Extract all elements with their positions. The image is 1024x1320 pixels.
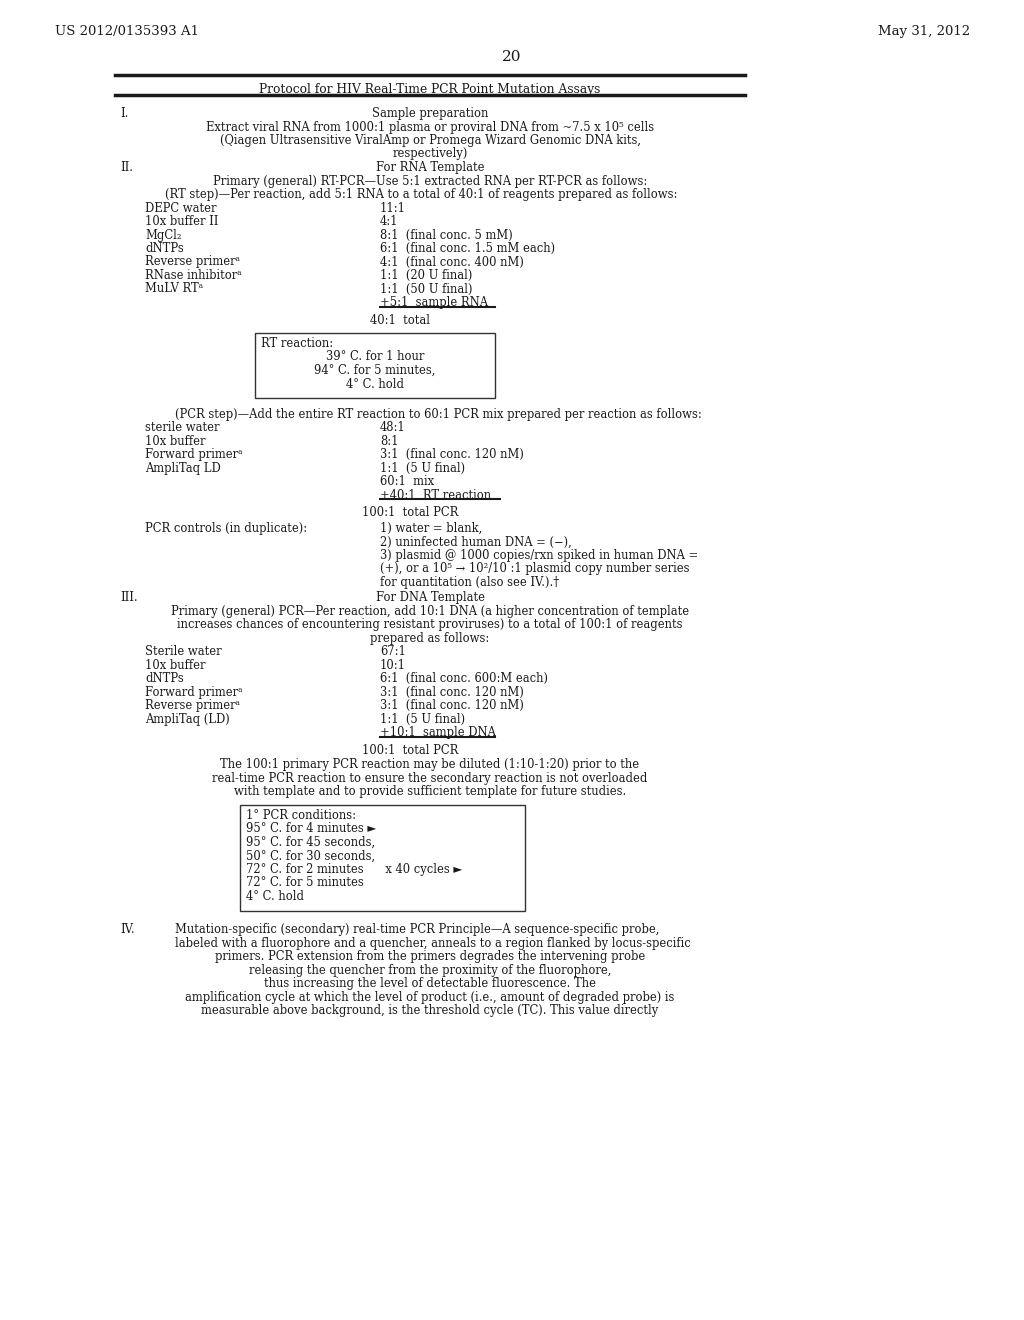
- Text: Sample preparation: Sample preparation: [372, 107, 488, 120]
- Text: 67:1: 67:1: [380, 645, 406, 659]
- Text: 10x buffer II: 10x buffer II: [145, 215, 218, 228]
- Text: amplification cycle at which the level of product (i.e., amount of degraded prob: amplification cycle at which the level o…: [185, 991, 675, 1005]
- Text: DEPC water: DEPC water: [145, 202, 216, 214]
- Text: (+), or a 10⁵ → 10²/10 :1 plasmid copy number series: (+), or a 10⁵ → 10²/10 :1 plasmid copy n…: [380, 562, 689, 576]
- Text: 95° C. for 45 seconds,: 95° C. for 45 seconds,: [246, 836, 375, 849]
- Text: primers. PCR extension from the primers degrades the intervening probe: primers. PCR extension from the primers …: [215, 950, 645, 964]
- Text: 50° C. for 30 seconds,: 50° C. for 30 seconds,: [246, 849, 375, 862]
- Text: 40:1  total: 40:1 total: [370, 314, 430, 326]
- Text: +40:1  RT reaction: +40:1 RT reaction: [380, 488, 492, 502]
- Text: 4:1  (final conc. 400 nM): 4:1 (final conc. 400 nM): [380, 256, 524, 268]
- Text: 1:1  (5 U final): 1:1 (5 U final): [380, 462, 465, 475]
- Text: 48:1: 48:1: [380, 421, 406, 434]
- Text: 3:1  (final conc. 120 nM): 3:1 (final conc. 120 nM): [380, 700, 524, 713]
- Text: II.: II.: [120, 161, 133, 174]
- Text: III.: III.: [120, 591, 137, 605]
- Text: For DNA Template: For DNA Template: [376, 591, 484, 605]
- Text: (PCR step)—Add the entire RT reaction to 60:1 PCR mix prepared per reaction as f: (PCR step)—Add the entire RT reaction to…: [175, 408, 701, 421]
- Text: Primary (general) RT-PCR—Use 5:1 extracted RNA per RT-PCR as follows:: Primary (general) RT-PCR—Use 5:1 extract…: [213, 174, 647, 187]
- Text: For RNA Template: For RNA Template: [376, 161, 484, 174]
- Text: increases chances of encountering resistant proviruses) to a total of 100:1 of r: increases chances of encountering resist…: [177, 618, 683, 631]
- Text: 4° C. hold: 4° C. hold: [346, 378, 404, 391]
- Text: measurable above background, is the threshold cycle (TC). This value directly: measurable above background, is the thre…: [202, 1005, 658, 1018]
- Text: Primary (general) PCR—Per reaction, add 10:1 DNA (a higher concentration of temp: Primary (general) PCR—Per reaction, add …: [171, 605, 689, 618]
- Text: 4° C. hold: 4° C. hold: [246, 890, 304, 903]
- Text: with template and to provide sufficient template for future studies.: with template and to provide sufficient …: [233, 785, 626, 799]
- Text: 72° C. for 2 minutes      x 40 cycles ►: 72° C. for 2 minutes x 40 cycles ►: [246, 863, 462, 875]
- Text: 6:1  (final conc. 1.5 mM each): 6:1 (final conc. 1.5 mM each): [380, 242, 555, 255]
- Text: 10x buffer: 10x buffer: [145, 659, 206, 672]
- Text: AmpliTaq LD: AmpliTaq LD: [145, 462, 221, 475]
- Bar: [255, 333, 495, 397]
- Text: 3:1  (final conc. 120 nM): 3:1 (final conc. 120 nM): [380, 686, 524, 698]
- Text: +5:1  sample RNA: +5:1 sample RNA: [380, 296, 488, 309]
- Text: Mutation-specific (secondary) real-time PCR Principle—A sequence-specific probe,: Mutation-specific (secondary) real-time …: [175, 924, 659, 936]
- Text: +10:1  sample DNA: +10:1 sample DNA: [380, 726, 496, 739]
- Text: 20: 20: [502, 50, 522, 63]
- Text: 1:1  (50 U final): 1:1 (50 U final): [380, 282, 472, 296]
- Text: MgCl₂: MgCl₂: [145, 228, 181, 242]
- Text: 1) water = blank,: 1) water = blank,: [380, 521, 482, 535]
- Text: 1° PCR conditions:: 1° PCR conditions:: [246, 809, 356, 822]
- Text: 72° C. for 5 minutes: 72° C. for 5 minutes: [246, 876, 364, 890]
- Text: 10:1: 10:1: [380, 659, 406, 672]
- Text: 8:1: 8:1: [380, 434, 398, 447]
- Text: (RT step)—Per reaction, add 5:1 RNA to a total of 40:1 of reagents prepared as f: (RT step)—Per reaction, add 5:1 RNA to a…: [165, 187, 677, 201]
- Text: real-time PCR reaction to ensure the secondary reaction is not overloaded: real-time PCR reaction to ensure the sec…: [212, 772, 648, 785]
- Text: releasing the quencher from the proximity of the fluorophore,: releasing the quencher from the proximit…: [249, 964, 611, 977]
- Text: 1:1  (20 U final): 1:1 (20 U final): [380, 269, 472, 282]
- Text: labeled with a fluorophore and a quencher, anneals to a region flanked by locus-: labeled with a fluorophore and a quenche…: [175, 937, 691, 950]
- Text: thus increasing the level of detectable fluorescence. The: thus increasing the level of detectable …: [264, 977, 596, 990]
- Text: The 100:1 primary PCR reaction may be diluted (1:10-1:20) prior to the: The 100:1 primary PCR reaction may be di…: [220, 758, 640, 771]
- Text: dNTPs: dNTPs: [145, 242, 183, 255]
- Text: prepared as follows:: prepared as follows:: [371, 632, 489, 644]
- Text: AmpliTaq (LD): AmpliTaq (LD): [145, 713, 229, 726]
- Text: 2) uninfected human DNA = (−),: 2) uninfected human DNA = (−),: [380, 536, 571, 548]
- Text: 100:1  total PCR: 100:1 total PCR: [361, 507, 458, 519]
- Text: dNTPs: dNTPs: [145, 672, 183, 685]
- Text: PCR controls (in duplicate):: PCR controls (in duplicate):: [145, 521, 307, 535]
- Text: 1:1  (5 U final): 1:1 (5 U final): [380, 713, 465, 726]
- Text: 3:1  (final conc. 120 nM): 3:1 (final conc. 120 nM): [380, 449, 524, 461]
- Text: 39° C. for 1 hour: 39° C. for 1 hour: [326, 351, 424, 363]
- Text: 3) plasmid @ 1000 copies/rxn spiked in human DNA =: 3) plasmid @ 1000 copies/rxn spiked in h…: [380, 549, 698, 562]
- Text: RT reaction:: RT reaction:: [261, 337, 333, 350]
- Text: I.: I.: [120, 107, 128, 120]
- Text: 4:1: 4:1: [380, 215, 398, 228]
- Text: Reverse primerᵃ: Reverse primerᵃ: [145, 700, 240, 713]
- Text: 11:1: 11:1: [380, 202, 406, 214]
- Text: Extract viral RNA from 1000:1 plasma or proviral DNA from ~7.5 x 10⁵ cells: Extract viral RNA from 1000:1 plasma or …: [206, 120, 654, 133]
- Text: IV.: IV.: [120, 924, 134, 936]
- Text: Protocol for HIV Real-Time PCR Point Mutation Assays: Protocol for HIV Real-Time PCR Point Mut…: [259, 83, 601, 96]
- Text: 8:1  (final conc. 5 mM): 8:1 (final conc. 5 mM): [380, 228, 513, 242]
- Text: respectively): respectively): [392, 148, 468, 161]
- Text: May 31, 2012: May 31, 2012: [878, 25, 970, 38]
- Text: for quantitation (also see IV.).†: for quantitation (also see IV.).†: [380, 576, 559, 589]
- Text: Sterile water: Sterile water: [145, 645, 221, 659]
- Text: 10x buffer: 10x buffer: [145, 434, 206, 447]
- Text: US 2012/0135393 A1: US 2012/0135393 A1: [55, 25, 199, 38]
- Text: 60:1  mix: 60:1 mix: [380, 475, 434, 488]
- Text: 100:1  total PCR: 100:1 total PCR: [361, 743, 458, 756]
- Text: sterile water: sterile water: [145, 421, 219, 434]
- Text: Forward primerᵃ: Forward primerᵃ: [145, 449, 243, 461]
- Text: 94° C. for 5 minutes,: 94° C. for 5 minutes,: [314, 364, 435, 378]
- Text: Reverse primerᵃ: Reverse primerᵃ: [145, 256, 240, 268]
- Text: RNase inhibitorᵃ: RNase inhibitorᵃ: [145, 269, 242, 282]
- Text: 95° C. for 4 minutes ►: 95° C. for 4 minutes ►: [246, 822, 376, 836]
- Bar: [240, 805, 525, 911]
- Text: MuLV RTᵃ: MuLV RTᵃ: [145, 282, 203, 296]
- Text: (Qiagen Ultrasensitive ViralAmp or Promega Wizard Genomic DNA kits,: (Qiagen Ultrasensitive ViralAmp or Prome…: [219, 135, 640, 147]
- Text: 6:1  (final conc. 600:M each): 6:1 (final conc. 600:M each): [380, 672, 548, 685]
- Text: Forward primerᵃ: Forward primerᵃ: [145, 686, 243, 698]
